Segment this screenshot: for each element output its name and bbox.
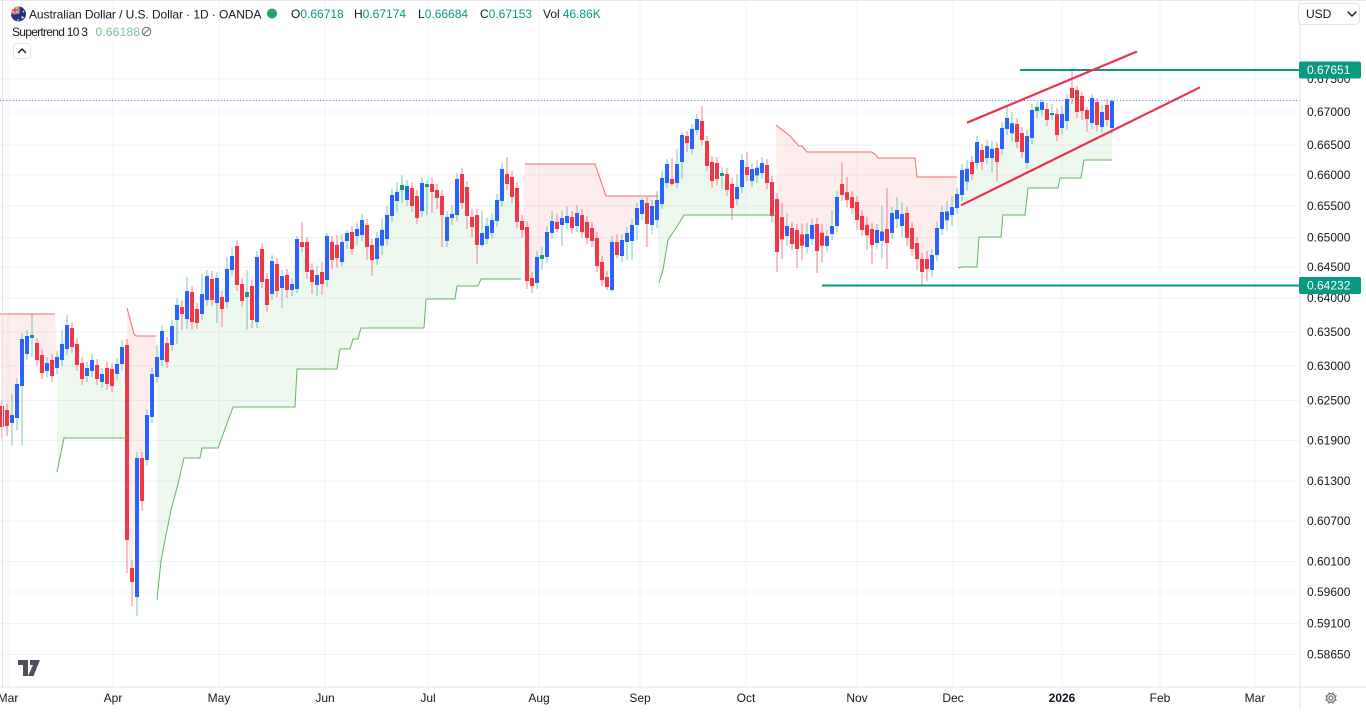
svg-text:0.58650: 0.58650 <box>1307 648 1351 662</box>
svg-text:Apr: Apr <box>104 691 123 705</box>
svg-text:0.66188: 0.66188 <box>96 25 141 39</box>
svg-text:Sep: Sep <box>629 691 651 705</box>
svg-text:0.65500: 0.65500 <box>1307 199 1351 213</box>
svg-text:0.62500: 0.62500 <box>1307 394 1351 408</box>
svg-text:Nov: Nov <box>846 691 867 705</box>
svg-text:Jun: Jun <box>315 691 334 705</box>
svg-text:Feb: Feb <box>1150 691 1171 705</box>
svg-text:Mar: Mar <box>0 691 18 705</box>
svg-text:Supertrend 10 3: Supertrend 10 3 <box>12 25 88 39</box>
svg-text:0.61900: 0.61900 <box>1307 434 1351 448</box>
svg-text:May: May <box>208 691 231 705</box>
svg-text:Mar: Mar <box>1245 691 1266 705</box>
svg-text:2026: 2026 <box>1049 691 1076 705</box>
svg-text:0.64000: 0.64000 <box>1307 291 1351 305</box>
svg-text:Australian Dollar / U.S. Dolla: Australian Dollar / U.S. Dollar · 1D · O… <box>29 8 261 22</box>
svg-text:0.59100: 0.59100 <box>1307 617 1351 631</box>
svg-text:0.67000: 0.67000 <box>1307 105 1351 119</box>
svg-text:USD: USD <box>1306 7 1332 21</box>
svg-text:L0.66684: L0.66684 <box>418 7 468 21</box>
svg-text:O0.66718: O0.66718 <box>291 7 344 21</box>
svg-text:0.65000: 0.65000 <box>1307 231 1351 245</box>
svg-text:H0.67174: H0.67174 <box>354 7 406 21</box>
svg-text:Aug: Aug <box>528 691 549 705</box>
svg-text:0.64232: 0.64232 <box>1307 279 1351 293</box>
svg-text:0.63000: 0.63000 <box>1307 359 1351 373</box>
svg-text:Dec: Dec <box>942 691 963 705</box>
svg-text:0.66000: 0.66000 <box>1307 168 1351 182</box>
svg-text:0.67651: 0.67651 <box>1307 63 1351 77</box>
svg-text:0.64500: 0.64500 <box>1307 260 1351 274</box>
svg-text:0.63500: 0.63500 <box>1307 325 1351 339</box>
svg-text:0.66500: 0.66500 <box>1307 138 1351 152</box>
svg-text:Oct: Oct <box>737 691 756 705</box>
svg-text:C0.67153: C0.67153 <box>480 7 532 21</box>
svg-text:Jul: Jul <box>420 691 435 705</box>
svg-text:0.59600: 0.59600 <box>1307 585 1351 599</box>
svg-text:0.60700: 0.60700 <box>1307 514 1351 528</box>
svg-text:0.61300: 0.61300 <box>1307 474 1351 488</box>
svg-text:0.60100: 0.60100 <box>1307 555 1351 569</box>
